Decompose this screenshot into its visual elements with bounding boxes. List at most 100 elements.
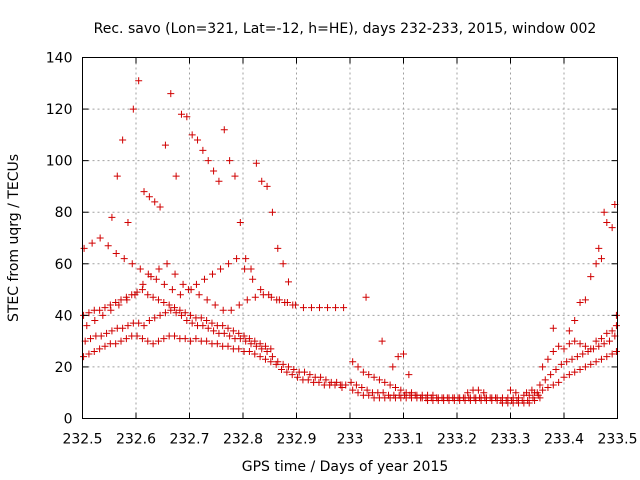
scatter-series bbox=[539, 322, 620, 371]
data-point bbox=[524, 396, 532, 404]
data-point bbox=[379, 389, 387, 397]
data-point bbox=[235, 329, 243, 337]
x-axis-label: GPS time / Days of year 2015 bbox=[242, 459, 449, 475]
data-point bbox=[131, 291, 139, 299]
data-point bbox=[549, 381, 557, 389]
data-point bbox=[129, 105, 137, 113]
data-point bbox=[281, 298, 289, 306]
data-point bbox=[555, 342, 563, 350]
data-point bbox=[161, 309, 169, 317]
data-point bbox=[363, 386, 371, 394]
data-point bbox=[338, 384, 346, 392]
data-point bbox=[608, 224, 616, 232]
data-point bbox=[192, 280, 200, 288]
data-point bbox=[136, 265, 144, 273]
data-point bbox=[183, 317, 191, 325]
data-point bbox=[391, 384, 399, 392]
data-point bbox=[304, 376, 312, 384]
data-point bbox=[555, 378, 563, 386]
data-point bbox=[571, 337, 579, 345]
data-point bbox=[278, 366, 286, 374]
data-point bbox=[199, 322, 207, 330]
y-tick-label: 40 bbox=[55, 308, 73, 324]
data-point bbox=[145, 317, 153, 325]
data-point bbox=[144, 337, 152, 345]
x-tick-label: 233.2 bbox=[437, 432, 477, 448]
data-point bbox=[107, 306, 115, 314]
scatter-series bbox=[533, 347, 620, 397]
data-point bbox=[347, 378, 355, 386]
data-point bbox=[181, 309, 189, 317]
data-point bbox=[573, 353, 581, 361]
data-point bbox=[597, 355, 605, 363]
data-point bbox=[108, 327, 116, 335]
data-point bbox=[179, 280, 187, 288]
data-point bbox=[112, 249, 120, 257]
data-point bbox=[408, 389, 416, 397]
data-point bbox=[533, 389, 541, 397]
data-points bbox=[80, 77, 620, 407]
data-point bbox=[536, 381, 544, 389]
data-point bbox=[279, 260, 287, 268]
data-point bbox=[241, 265, 249, 273]
x-tick-label: 232.6 bbox=[116, 432, 156, 448]
data-point bbox=[90, 347, 98, 355]
data-point bbox=[581, 342, 589, 350]
data-point bbox=[358, 384, 366, 392]
data-point bbox=[541, 376, 549, 384]
data-point bbox=[247, 340, 255, 348]
x-tick-label: 233.5 bbox=[597, 432, 637, 448]
data-point bbox=[261, 355, 269, 363]
data-point bbox=[603, 329, 611, 337]
data-point bbox=[474, 386, 482, 394]
data-point bbox=[251, 337, 259, 345]
data-point bbox=[165, 301, 173, 309]
data-point bbox=[213, 340, 221, 348]
data-point bbox=[315, 378, 323, 386]
data-point bbox=[149, 293, 157, 301]
data-point bbox=[156, 311, 164, 319]
data-point bbox=[306, 371, 314, 379]
data-point bbox=[119, 136, 127, 144]
data-point bbox=[108, 213, 116, 221]
data-point bbox=[576, 366, 584, 374]
data-point bbox=[249, 275, 257, 283]
data-point bbox=[188, 319, 196, 327]
data-point bbox=[394, 353, 402, 361]
data-point bbox=[571, 317, 579, 325]
data-point bbox=[257, 286, 265, 294]
data-point bbox=[187, 337, 195, 345]
data-point bbox=[549, 324, 557, 332]
data-point bbox=[608, 350, 616, 358]
data-point bbox=[528, 386, 536, 394]
data-point bbox=[544, 355, 552, 363]
scatter-series bbox=[80, 286, 275, 353]
scatter-series bbox=[549, 200, 620, 335]
data-point bbox=[268, 208, 276, 216]
data-point bbox=[88, 239, 96, 247]
data-point bbox=[80, 353, 88, 361]
data-point bbox=[587, 345, 595, 353]
data-point bbox=[177, 311, 185, 319]
data-point bbox=[557, 360, 565, 368]
data-point bbox=[544, 384, 552, 392]
data-point bbox=[204, 324, 212, 332]
scatter-series bbox=[349, 358, 539, 402]
data-point bbox=[549, 347, 557, 355]
data-point bbox=[138, 286, 146, 294]
data-point bbox=[354, 363, 362, 371]
data-point bbox=[145, 193, 153, 201]
data-point bbox=[203, 337, 211, 345]
chart-title: Rec. savo (Lon=321, Lat=-12, h=HE), days… bbox=[94, 21, 597, 37]
x-tick-label: 232.7 bbox=[169, 432, 209, 448]
x-tick-label: 233 bbox=[337, 432, 364, 448]
data-point bbox=[294, 373, 302, 381]
data-point bbox=[217, 265, 225, 273]
data-point bbox=[283, 368, 291, 376]
y-tick-label: 0 bbox=[64, 412, 73, 428]
data-point bbox=[229, 327, 237, 335]
data-point bbox=[563, 358, 571, 366]
y-tick-label: 20 bbox=[55, 360, 73, 376]
data-point bbox=[197, 314, 205, 322]
